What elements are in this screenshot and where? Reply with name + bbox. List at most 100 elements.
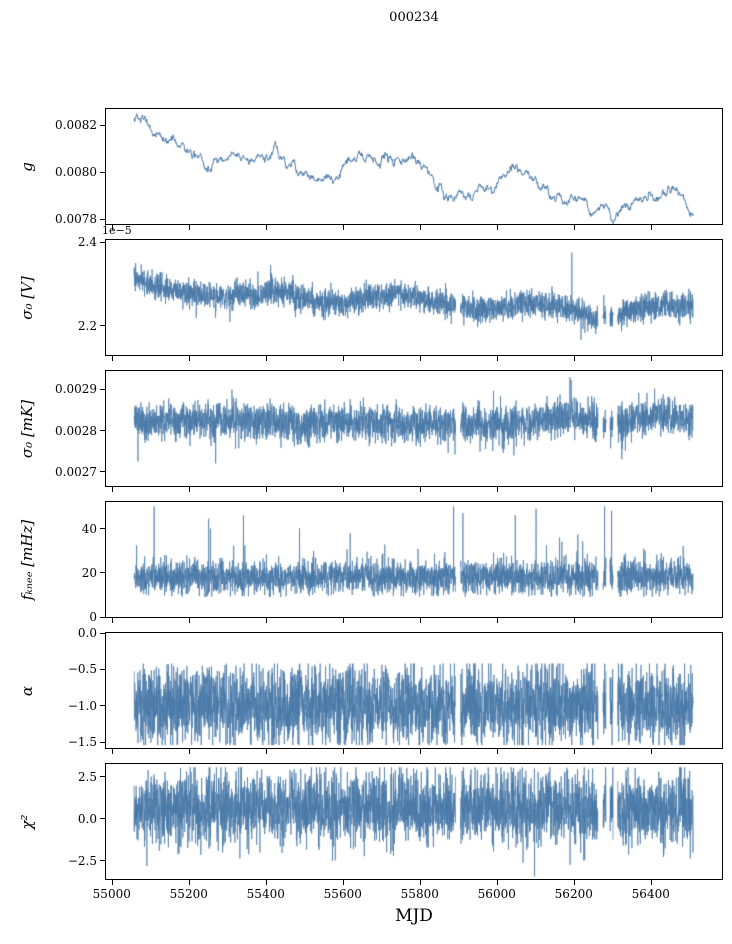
x-tick-mark: [650, 618, 652, 623]
x-tick-mark: [419, 749, 421, 754]
y-tick-mark: [100, 818, 105, 820]
x-tick-mark: [342, 356, 344, 361]
x-tick-mark: [111, 880, 113, 885]
plot-area-g: 0.0078 0.0080 0.0082: [55, 108, 723, 230]
y-tick-label: 40: [81, 521, 97, 536]
x-tick-mark: [573, 356, 575, 361]
x-tick-mark: [111, 356, 113, 361]
panel-row-alpha: α −1.5 −1.0 −0.5 0.0: [18, 626, 723, 754]
figure-title: 000234: [389, 10, 439, 25]
x-tick-mark: [496, 225, 498, 230]
y-tick-mark: [100, 124, 105, 126]
plot-canvas-sigma0-mk: [106, 371, 722, 486]
y-tick-label: 0.0080: [55, 165, 97, 180]
x-tick-mark: [496, 487, 498, 492]
x-tick-mark: [265, 356, 267, 361]
panel-row-fknee: fₖₙₑₑ [mHz] 0 20 40: [18, 501, 723, 624]
x-tick-mark: [342, 618, 344, 623]
x-tick-mark: [496, 749, 498, 754]
x-tick-mark: [650, 749, 652, 754]
plot-canvas-fknee: [106, 502, 722, 617]
x-tick-mark: [650, 487, 652, 492]
x-tick-label: 55600: [323, 887, 362, 901]
x-tick-mark: [342, 225, 344, 230]
plot-canvas-sigma0-v: [106, 240, 722, 355]
x-tick-mark: [419, 618, 421, 623]
x-tick-mark: [188, 225, 190, 230]
x-tick-mark: [419, 880, 421, 885]
y-tick-label: 0.0078: [55, 212, 97, 227]
y-axis-label-sigma0-v: σ₀ [V]: [18, 275, 36, 320]
x-tick-label: 55200: [169, 887, 208, 901]
plot-canvas-alpha: [106, 633, 722, 748]
subplot-stack: g 0.0078 0.0080 0.0082 σ₀ [V] 1e−5 2.2 2.4 …: [18, 108, 723, 901]
x-tick-mark: [573, 749, 575, 754]
y-tick-mark: [100, 471, 105, 473]
y-tick-mark: [100, 430, 105, 432]
y-tick-mark: [100, 218, 105, 220]
x-tick-mark: [265, 487, 267, 492]
y-axis-label-chi2: χ²: [18, 813, 36, 830]
x-tick-mark: [573, 225, 575, 230]
x-tick-mark: [573, 618, 575, 623]
x-tick-mark: [188, 356, 190, 361]
x-tick-mark: [188, 749, 190, 754]
x-tick-mark: [188, 487, 190, 492]
y-axis-label-sigma0-mk: σ₀ [mK]: [18, 399, 36, 458]
panel-row-chi2: χ² −2.5 0.0 2.5 55000 55200 55400 55600 55800 56…: [18, 763, 723, 901]
y-tick-mark: [100, 388, 105, 390]
x-axis-label: MJD: [395, 906, 433, 926]
y-tick-mark: [100, 241, 105, 243]
x-tick-mark: [265, 225, 267, 230]
x-tick-mark: [111, 487, 113, 492]
x-tick-mark: [111, 225, 113, 230]
y-tick-mark: [100, 325, 105, 327]
x-tick-mark: [111, 749, 113, 754]
plot-canvas-g: [106, 109, 722, 224]
x-tick-label: 55400: [246, 887, 285, 901]
y-tick-label: 0.0027: [55, 464, 97, 479]
x-tick-mark: [573, 487, 575, 492]
x-tick-mark: [342, 880, 344, 885]
panel-row-sigma0-mk: σ₀ [mK] 0.0027 0.0028 0.0029: [18, 370, 723, 492]
x-tick-mark: [265, 880, 267, 885]
y-tick-label: 0.0: [77, 811, 97, 826]
x-tick-mark: [496, 880, 498, 885]
y-tick-label: −2.5: [67, 853, 97, 868]
x-tick-mark: [265, 749, 267, 754]
x-tick-label: 56000: [477, 887, 516, 901]
x-tick-mark: [650, 356, 652, 361]
y-axis-label-fknee: fₖₙₑₑ [mHz]: [18, 519, 36, 600]
plot-area-fknee: 0 20 40: [82, 501, 723, 624]
y-tick-mark: [100, 705, 105, 707]
y-tick-mark: [100, 741, 105, 743]
x-tick-mark: [419, 225, 421, 230]
y-tick-label: 2.2: [77, 318, 97, 333]
y-axis-label-g: g: [18, 161, 36, 172]
x-tick-label: 56400: [631, 887, 670, 901]
y-tick-label: −1.5: [67, 735, 97, 750]
y-tick-label: 0.0: [77, 626, 97, 640]
y-tick-mark: [100, 776, 105, 778]
plot-area-sigma0-v: 1e−5 2.2 2.4: [78, 224, 723, 361]
x-tick-mark: [342, 487, 344, 492]
x-tick-mark: [111, 618, 113, 623]
y-axis-offset-text: 1e−5: [102, 224, 132, 237]
x-tick-mark: [265, 618, 267, 623]
y-tick-label: 2.5: [77, 769, 97, 784]
x-tick-mark: [573, 880, 575, 885]
y-axis-label-alpha: α: [18, 685, 36, 696]
x-tick-mark: [188, 880, 190, 885]
plot-canvas-chi2: [106, 764, 722, 879]
y-tick-mark: [100, 171, 105, 173]
panel-row-sigma0-v: σ₀ [V] 1e−5 2.2 2.4: [18, 224, 723, 361]
x-tick-mark: [419, 356, 421, 361]
y-tick-mark: [100, 528, 105, 530]
plot-area-chi2: −2.5 0.0 2.5 55000 55200 55400 55600 55800 56000…: [68, 763, 723, 901]
x-tick-mark: [188, 618, 190, 623]
x-tick-mark: [419, 487, 421, 492]
y-tick-label: −0.5: [67, 662, 97, 677]
x-tick-mark: [342, 749, 344, 754]
y-tick-label: 0.0082: [55, 118, 97, 133]
